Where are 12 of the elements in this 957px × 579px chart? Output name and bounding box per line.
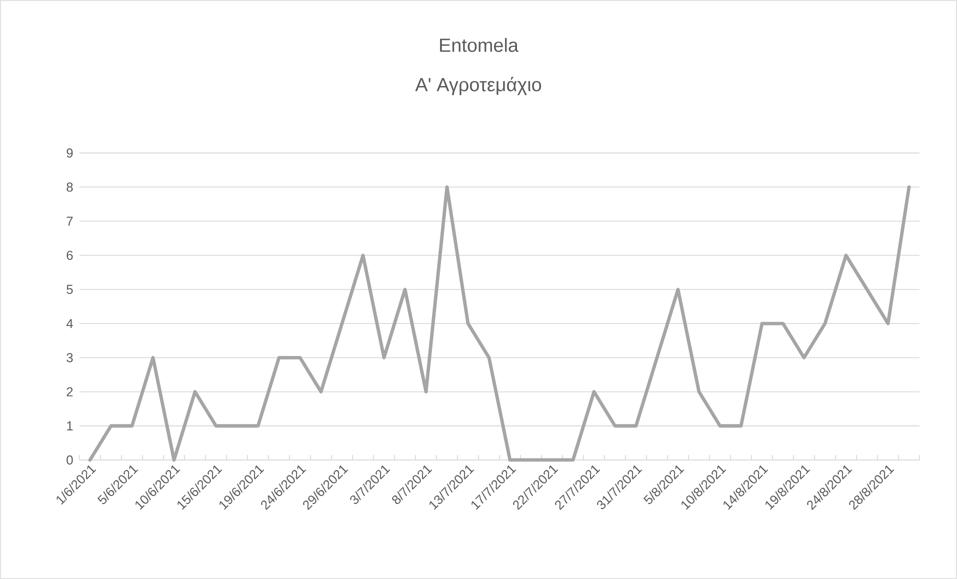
y-tick-label: 4 bbox=[66, 319, 73, 328]
chart-title: Entomela bbox=[440, 38, 518, 52]
y-tick-label: 0 bbox=[66, 455, 73, 465]
y-tick-label: 7 bbox=[66, 216, 73, 226]
y-tick-label: 8 bbox=[66, 182, 73, 192]
y-tick-label: 5 bbox=[66, 284, 73, 294]
y-tick-label: 3 bbox=[66, 353, 73, 362]
y-tick-label: 6 bbox=[66, 250, 73, 260]
y-tick-label: 9 bbox=[66, 148, 73, 158]
y-tick-label: 2 bbox=[66, 387, 73, 396]
chart-subtitle: Α' Αγροτεμάχιο bbox=[415, 76, 542, 96]
y-tick-label: 1 bbox=[67, 421, 73, 430]
